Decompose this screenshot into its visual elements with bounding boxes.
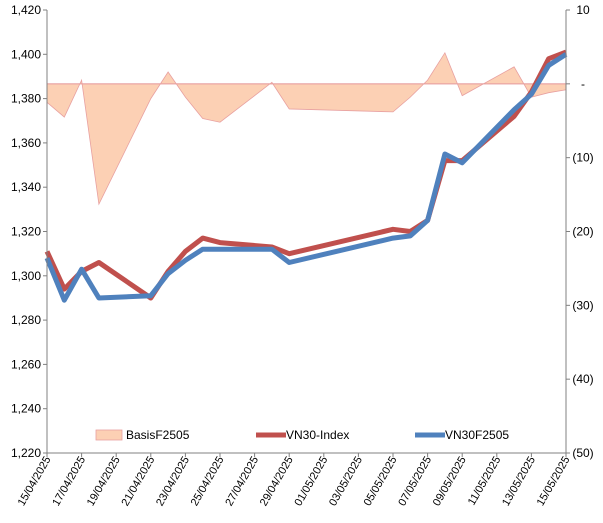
left-tick-label: 1,280 bbox=[11, 313, 41, 327]
x-tick-label: 21/04/2025 bbox=[119, 455, 157, 509]
right-tick-label: (20) bbox=[572, 225, 593, 239]
x-tick-label: 15/05/2025 bbox=[535, 455, 573, 509]
right-tick-label: (40) bbox=[572, 372, 593, 386]
basis-area-series bbox=[46, 51, 567, 206]
x-tick-label: 29/04/2025 bbox=[258, 455, 296, 509]
right-tick-label: (30) bbox=[572, 298, 593, 312]
right-tick-label: (10) bbox=[572, 151, 593, 165]
legend-label: BasisF2505 bbox=[126, 428, 190, 442]
x-tick-label: 03/05/2025 bbox=[327, 455, 365, 509]
line-series bbox=[44, 49, 568, 303]
x-tick-label: 23/04/2025 bbox=[154, 455, 192, 509]
left-tick-label: 1,420 bbox=[11, 3, 41, 17]
vn30-index-line bbox=[44, 49, 567, 301]
x-tick-label: 09/05/2025 bbox=[431, 455, 469, 509]
x-tick-label: 07/05/2025 bbox=[396, 455, 434, 509]
right-tick-label: 10 bbox=[576, 3, 590, 17]
x-tick-label: 25/04/2025 bbox=[189, 455, 227, 509]
x-tick-label: 27/04/2025 bbox=[223, 455, 261, 509]
left-tick-label: 1,240 bbox=[11, 402, 41, 416]
x-tick-label: 15/04/2025 bbox=[16, 455, 54, 509]
legend: BasisF2505 VN30-Index VN30F2505 bbox=[95, 428, 509, 442]
right-tick-label: - bbox=[581, 77, 585, 91]
axes bbox=[46, 10, 567, 454]
x-tick-label: 17/04/2025 bbox=[50, 455, 88, 509]
legend-item: VN30F2505 bbox=[415, 428, 509, 442]
x-tick-label: 13/05/2025 bbox=[500, 455, 538, 509]
legend-label: VN30F2505 bbox=[445, 428, 509, 442]
legend-item: BasisF2505 bbox=[95, 428, 190, 442]
vn30f2505-line bbox=[44, 52, 568, 303]
x-axis-ticks: 15/04/202517/04/202519/04/202521/04/2025… bbox=[16, 453, 573, 508]
legend-label: VN30-Index bbox=[286, 428, 349, 442]
left-tick-label: 1,400 bbox=[11, 47, 41, 61]
basis-area bbox=[46, 51, 567, 206]
x-tick-label: 19/04/2025 bbox=[85, 455, 123, 509]
left-tick-label: 1,360 bbox=[11, 136, 41, 150]
x-tick-label: 01/05/2025 bbox=[292, 455, 330, 509]
left-tick-label: 1,340 bbox=[11, 180, 41, 194]
legend-swatch bbox=[95, 429, 123, 441]
left-y-axis-ticks: 1,220 1,240 1,260 1,280 1,300 1,320 1,340 1,360… bbox=[11, 3, 47, 460]
left-tick-label: 1,300 bbox=[11, 269, 41, 283]
right-tick-label: (50) bbox=[572, 446, 593, 460]
legend-item: VN30-Index bbox=[256, 428, 349, 442]
x-tick-label: 05/05/2025 bbox=[362, 455, 400, 509]
left-tick-label: 1,220 bbox=[11, 446, 41, 460]
left-tick-label: 1,260 bbox=[11, 357, 41, 371]
left-tick-label: 1,320 bbox=[11, 225, 41, 239]
x-tick-label: 11/05/2025 bbox=[466, 455, 504, 508]
left-tick-label: 1,380 bbox=[11, 92, 41, 106]
right-y-axis-ticks: (50) (40) (30) (20) (10) - 10 bbox=[566, 3, 594, 460]
